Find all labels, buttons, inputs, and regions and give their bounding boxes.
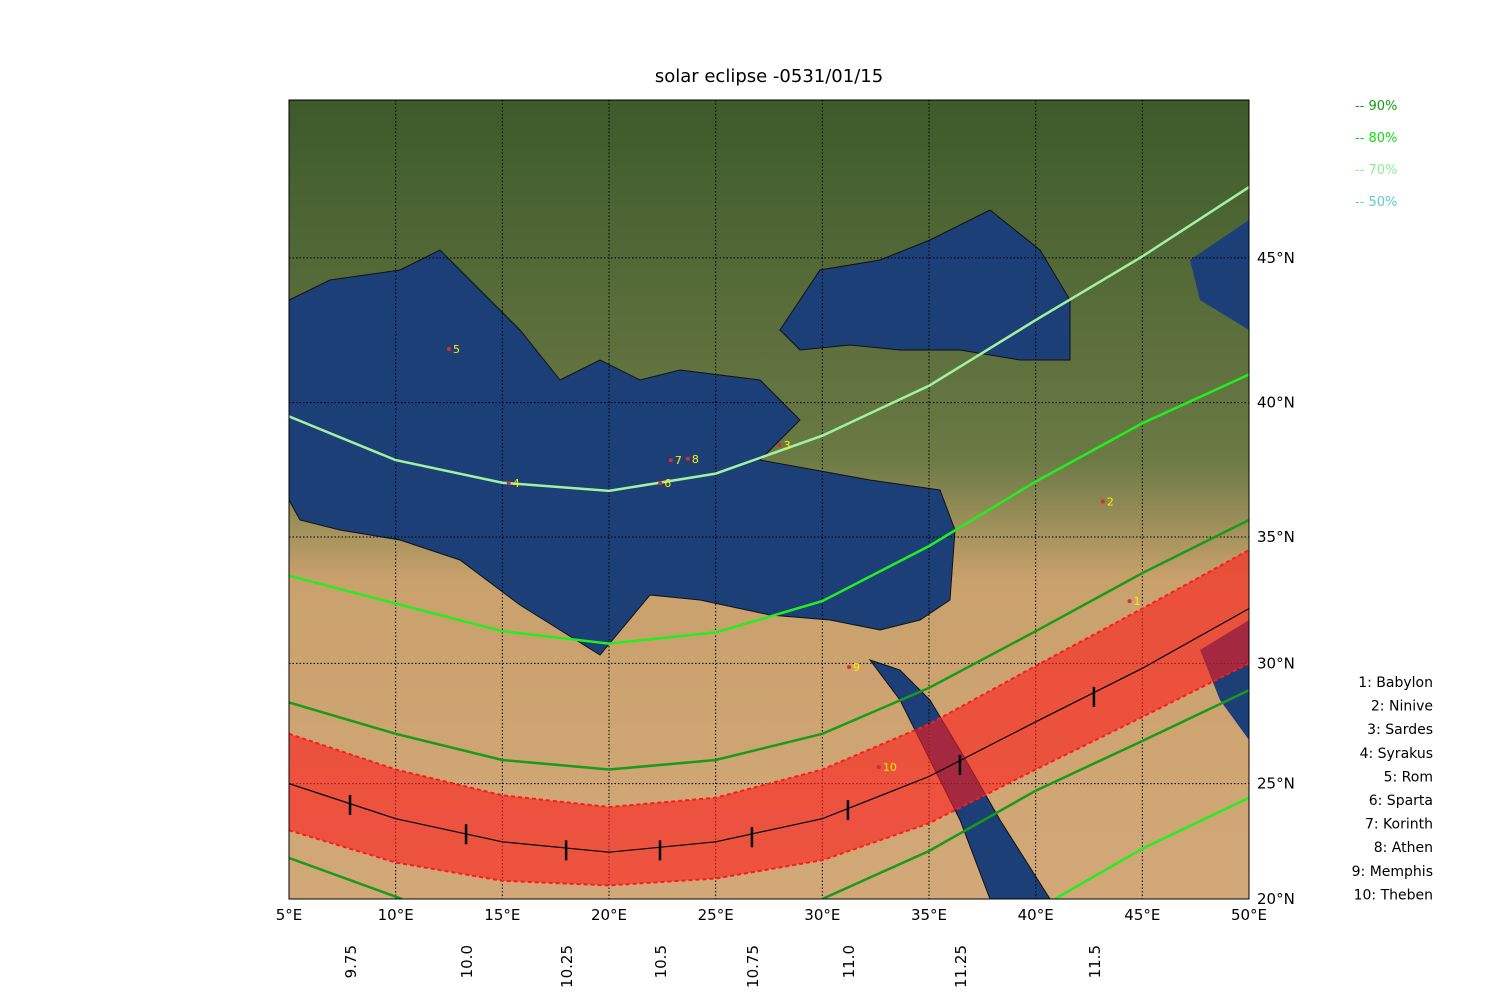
title: solar eclipse -0531/01/15: [655, 66, 883, 87]
city-map-label: 7: [675, 454, 682, 467]
city-map-label: 10: [883, 761, 897, 774]
city-list-entry: 3: Sardes: [1367, 722, 1433, 738]
city-list-entry: 5: Rom: [1384, 769, 1433, 785]
magnitude-curve: [289, 518, 1249, 771]
legend-entry: -- 70%: [1355, 163, 1397, 178]
city-map-label: 2: [1107, 496, 1114, 509]
city-dot: [876, 765, 881, 770]
totality-south-edge: [289, 662, 1249, 887]
city-list-entry: 6: Sparta: [1369, 793, 1433, 809]
magnitude-curve: [1054, 796, 1249, 899]
city-map-label: 8: [692, 453, 699, 466]
city-list-entry: 7: Korinth: [1365, 817, 1433, 833]
city-map-label: 3: [784, 439, 791, 452]
y-tick-label: 20°N: [1257, 890, 1295, 908]
totality-north-edge: [289, 549, 1249, 809]
y-tick-label: 35°N: [1257, 528, 1295, 546]
city-dot: [668, 458, 673, 463]
x-tick-label: 30°E: [804, 906, 840, 924]
city-dot: [685, 456, 690, 461]
city-dot: [447, 346, 451, 351]
magnitude-curve: [289, 186, 1249, 493]
x-tick-label: 45°E: [1124, 906, 1160, 924]
city-map-label: 1: [1134, 595, 1141, 608]
x-tick-label: 5°E: [276, 906, 303, 924]
city-dot: [847, 665, 851, 670]
city-map-label: 5: [453, 343, 460, 356]
x-tick-label: 10°E: [378, 906, 414, 924]
map-frame: [288, 99, 1250, 900]
city-map-label: 6: [664, 477, 671, 490]
time-label: 10.25: [558, 945, 576, 988]
city-map-label: 9: [853, 661, 860, 674]
city-dot: [506, 480, 511, 485]
x-tick-label: 25°E: [698, 906, 734, 924]
x-tick-label: 50°E: [1231, 906, 1267, 924]
city-dot: [1100, 499, 1105, 504]
legend-entry: -- 50%: [1355, 195, 1397, 210]
city-map-label: 4: [513, 477, 520, 490]
x-tick-label: 20°E: [591, 906, 627, 924]
time-label: 9.75: [342, 945, 360, 978]
totality-band: [289, 550, 1249, 886]
legend-entry: -- 90%: [1355, 99, 1397, 114]
basemap: [289, 100, 1249, 899]
y-tick-label: 30°N: [1257, 654, 1295, 672]
city-list-entry: 9: Memphis: [1352, 864, 1433, 880]
central-line: [289, 608, 1249, 853]
city-list-entry: 1: Babylon: [1358, 675, 1433, 691]
city-list-entry: 8: Athen: [1374, 840, 1433, 856]
y-tick-label: 25°N: [1257, 775, 1295, 793]
time-label: 11.5: [1086, 945, 1104, 978]
y-tick-label: 40°N: [1257, 394, 1295, 412]
magnitude-curve: [289, 373, 1249, 645]
x-tick-label: 40°E: [1018, 906, 1054, 924]
x-tick-label: 35°E: [911, 906, 947, 924]
city-dot: [777, 443, 782, 448]
city-dot: [658, 480, 663, 485]
magnitude-curve: [289, 689, 1249, 899]
time-label: 11.0: [840, 945, 858, 978]
city-dot: [1127, 599, 1132, 604]
time-label: 10.0: [458, 945, 476, 978]
time-label: 11.25: [952, 945, 970, 988]
time-label: 10.75: [744, 945, 762, 988]
x-tick-label: 15°E: [484, 906, 520, 924]
city-list-entry: 10: Theben: [1354, 887, 1433, 903]
time-label: 10.5: [652, 945, 670, 978]
city-list-entry: 4: Syrakus: [1360, 746, 1433, 762]
y-tick-label: 45°N: [1257, 249, 1295, 267]
legend-entry: -- 80%: [1355, 131, 1397, 146]
city-list-entry: 2: Ninive: [1371, 699, 1433, 715]
